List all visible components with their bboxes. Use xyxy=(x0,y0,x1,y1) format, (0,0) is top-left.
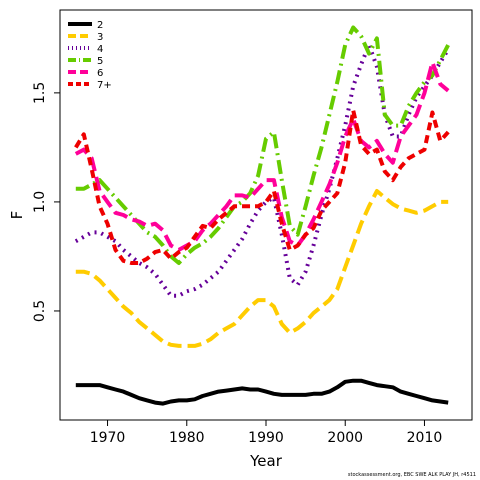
x-tick-label: 1970 xyxy=(90,430,126,446)
y-axis-label: F xyxy=(8,211,26,220)
y-axis: 0.5 1.0 1.5 xyxy=(32,82,60,322)
series-line-7plus xyxy=(74,108,450,265)
x-tick-label: 1990 xyxy=(248,430,284,446)
legend-label: 3 xyxy=(97,32,103,43)
series-line-3 xyxy=(75,189,449,348)
y-tick-label: 1.0 xyxy=(32,191,48,213)
series-line-6 xyxy=(74,60,450,252)
legend-label: 4 xyxy=(97,44,103,55)
legend-label: 6 xyxy=(97,68,103,79)
y-tick-label: 0.5 xyxy=(32,300,48,322)
credit-text: stockassessment.org, EBC SWE ALK PLAY JH… xyxy=(347,472,476,478)
series-line-4 xyxy=(74,42,450,298)
series-line-5 xyxy=(75,25,450,265)
legend-label: 7+ xyxy=(97,80,112,91)
x-tick-label: 2010 xyxy=(407,430,443,446)
x-axis-label: Year xyxy=(249,452,283,470)
x-tick-label: 1980 xyxy=(169,430,205,446)
series-line-2 xyxy=(75,378,449,406)
legend-label: 5 xyxy=(97,56,103,67)
legend-label: 2 xyxy=(97,20,103,31)
x-axis: 1970 1980 1990 2000 2010 xyxy=(90,420,443,446)
x-tick-label: 2000 xyxy=(327,430,363,446)
y-tick-label: 1.5 xyxy=(32,82,48,104)
series-layer xyxy=(74,25,450,406)
